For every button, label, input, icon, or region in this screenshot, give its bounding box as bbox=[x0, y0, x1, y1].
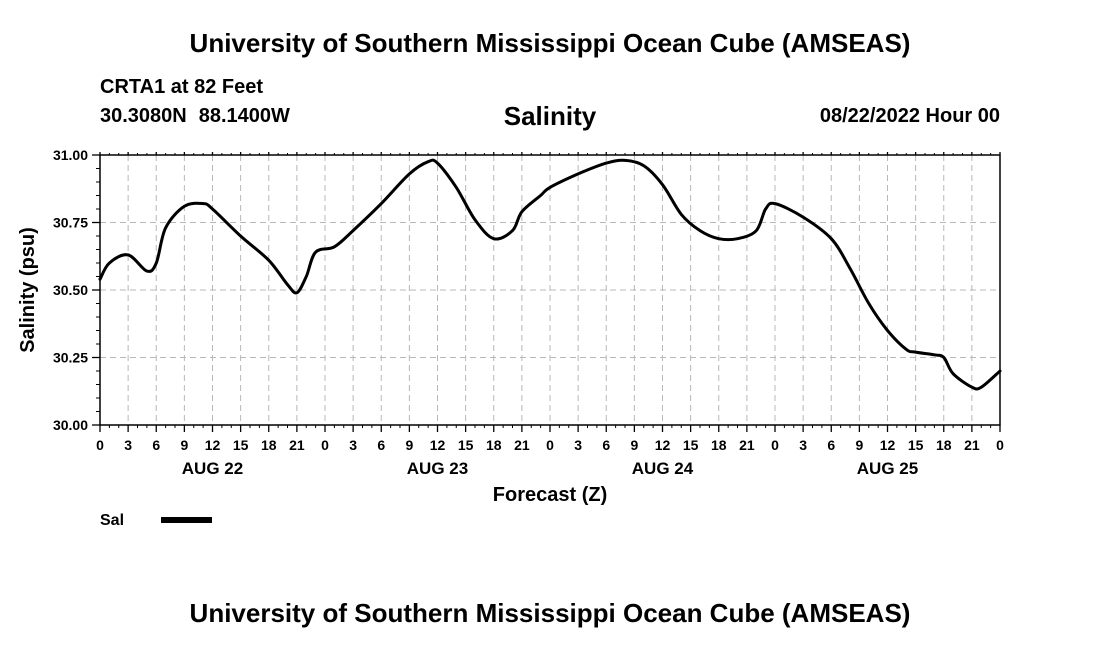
x-tick-label: 3 bbox=[124, 437, 132, 453]
y-tick-label: 30.75 bbox=[53, 215, 88, 231]
x-tick-label: 21 bbox=[964, 437, 980, 453]
longitude-label: 88.1400W bbox=[198, 105, 290, 127]
x-tick-label: 15 bbox=[908, 437, 924, 453]
x-tick-label: 12 bbox=[205, 437, 221, 453]
grid bbox=[100, 155, 1000, 425]
x-tick-label: 0 bbox=[546, 437, 554, 453]
y-tick-label: 30.00 bbox=[53, 417, 88, 433]
x-tick-label: 18 bbox=[936, 437, 952, 453]
station-coordinates: 30.3080N 88.1400W bbox=[100, 105, 290, 128]
forecast-time-label: 08/22/2022 Hour 00 bbox=[819, 105, 1000, 127]
page-title: University of Southern Mississippi Ocean… bbox=[189, 28, 911, 58]
x-tick-label: 9 bbox=[855, 437, 863, 453]
x-day-label: AUG 24 bbox=[632, 459, 694, 478]
chart-title: Salinity bbox=[503, 101, 597, 131]
axis-ticks bbox=[92, 152, 1001, 432]
station-label: CRTA1 at 82 Feet bbox=[100, 76, 264, 98]
x-tick-label: 0 bbox=[996, 437, 1004, 453]
legend-label-sal: Sal bbox=[100, 512, 124, 529]
x-tick-label: 3 bbox=[799, 437, 807, 453]
x-axis-label: Forecast (Z) bbox=[493, 484, 607, 506]
x-tick-label: 6 bbox=[152, 437, 160, 453]
x-tick-label: 18 bbox=[711, 437, 727, 453]
footer-title: University of Southern Mississippi Ocean… bbox=[189, 598, 911, 628]
x-tick-label: 6 bbox=[827, 437, 835, 453]
x-tick-label: 9 bbox=[405, 437, 413, 453]
x-tick-label: 15 bbox=[458, 437, 474, 453]
y-tick-label: 30.25 bbox=[53, 350, 88, 366]
x-tick-label: 21 bbox=[289, 437, 305, 453]
x-tick-label: 9 bbox=[180, 437, 188, 453]
y-axis-label: Salinity (psu) bbox=[17, 227, 39, 353]
axis-labels: 0 3 6 9 12 15 18 21 0 3 6 9 12 15 18 21 0 3 6 9 12 15 18 21 0 3 6 9… bbox=[53, 147, 1004, 478]
y-tick-label: 31.00 bbox=[53, 147, 88, 163]
x-tick-label: 9 bbox=[630, 437, 638, 453]
legend: Sal bbox=[100, 512, 212, 529]
x-tick-label: 6 bbox=[602, 437, 610, 453]
x-tick-label: 12 bbox=[430, 437, 446, 453]
x-day-label: AUG 23 bbox=[407, 459, 468, 478]
x-tick-label: 12 bbox=[880, 437, 896, 453]
x-tick-label: 3 bbox=[574, 437, 582, 453]
x-day-label: AUG 22 bbox=[182, 459, 243, 478]
x-tick-label: 0 bbox=[771, 437, 779, 453]
x-tick-label: 21 bbox=[514, 437, 530, 453]
x-tick-label: 12 bbox=[655, 437, 671, 453]
x-tick-label: 6 bbox=[377, 437, 385, 453]
x-tick-label: 21 bbox=[739, 437, 755, 453]
x-tick-label: 18 bbox=[261, 437, 277, 453]
x-tick-label: 0 bbox=[96, 437, 104, 453]
x-day-label: AUG 25 bbox=[857, 459, 918, 478]
series-line-sal bbox=[98, 158, 1002, 391]
x-tick-label: 0 bbox=[321, 437, 329, 453]
latitude-label: 30.3080N bbox=[100, 105, 187, 127]
x-tick-label: 18 bbox=[486, 437, 502, 453]
x-tick-label: 15 bbox=[233, 437, 249, 453]
x-tick-label: 3 bbox=[349, 437, 357, 453]
y-tick-label: 30.50 bbox=[53, 282, 88, 298]
x-tick-label: 15 bbox=[683, 437, 699, 453]
